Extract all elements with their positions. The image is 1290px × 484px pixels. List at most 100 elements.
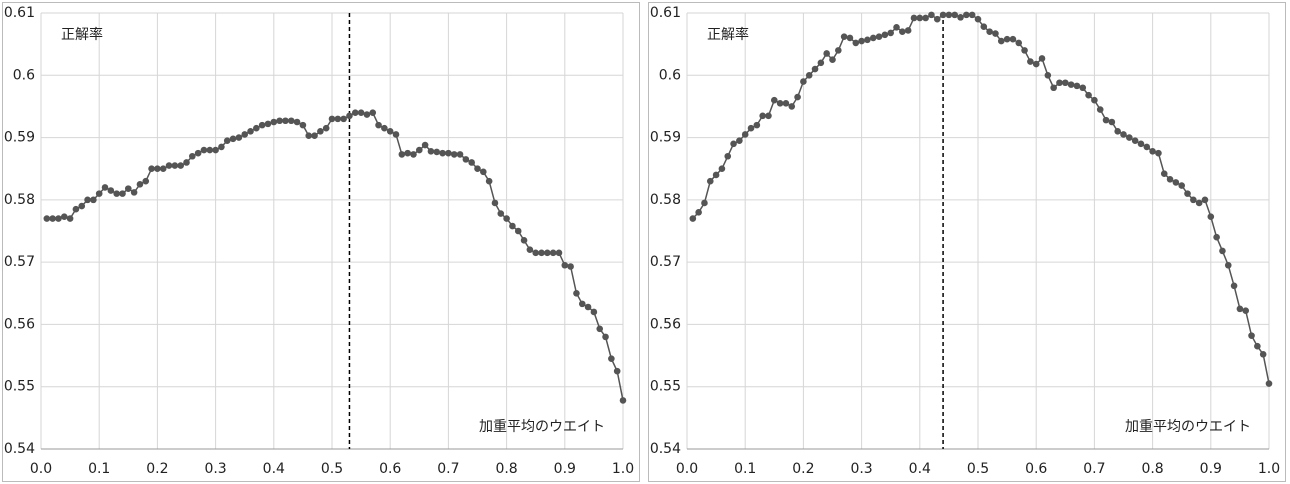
data-point	[101, 184, 109, 191]
data-point	[1137, 140, 1145, 148]
data-point	[514, 227, 522, 235]
data-point	[1062, 79, 1069, 87]
x-tick-label: 0.1	[734, 461, 756, 477]
data-point	[759, 112, 766, 120]
data-point	[1201, 196, 1209, 204]
x-tick-label: 0.3	[204, 461, 226, 477]
data-point	[1213, 233, 1220, 241]
y-tick-label: 0.56	[650, 316, 681, 332]
data-point	[776, 100, 784, 107]
data-point	[1172, 179, 1180, 186]
data-point	[852, 39, 860, 47]
data-point	[1265, 380, 1273, 387]
x-axis-label: 加重平均のウエイト	[1125, 419, 1251, 435]
data-point	[386, 128, 394, 135]
data-point	[270, 118, 278, 126]
data-point	[544, 249, 551, 257]
data-point	[1044, 71, 1052, 79]
y-tick-label: 0.58	[4, 192, 35, 208]
y-tick-label: 0.61	[4, 5, 35, 21]
data-point	[573, 289, 580, 297]
data-point	[1079, 84, 1087, 92]
data-point	[1009, 35, 1017, 43]
data-point	[503, 215, 510, 222]
x-tick-label: 0.2	[146, 461, 168, 477]
data-point	[893, 24, 900, 31]
x-tick-label: 0.4	[263, 461, 285, 477]
y-tick-label: 0.6	[659, 67, 681, 83]
data-point	[555, 249, 563, 257]
data-point	[317, 128, 324, 135]
data-point	[229, 135, 237, 143]
data-point	[899, 28, 906, 35]
data-point	[439, 149, 446, 157]
data-point	[951, 11, 959, 19]
data-point	[1224, 261, 1232, 269]
data-point	[159, 165, 167, 173]
data-point	[1056, 79, 1063, 87]
data-point	[1073, 82, 1081, 90]
data-point	[945, 11, 953, 19]
x-tick-label: 1.0	[1258, 461, 1280, 477]
data-point	[1038, 55, 1046, 62]
data-point	[910, 14, 918, 22]
data-point	[1102, 116, 1110, 124]
data-point	[206, 146, 214, 154]
data-point	[125, 185, 132, 192]
data-point	[881, 31, 889, 39]
data-point	[765, 112, 772, 120]
data-point	[392, 131, 400, 138]
data-point	[299, 121, 307, 129]
data-point	[328, 115, 336, 123]
data-point	[1085, 91, 1092, 99]
data-point	[875, 33, 883, 40]
data-point	[887, 29, 894, 37]
y-tick-label: 0.57	[4, 254, 35, 270]
y-tick-label: 0.58	[650, 192, 681, 208]
data-point	[992, 30, 999, 37]
data-point	[823, 50, 830, 57]
data-point	[1027, 58, 1034, 65]
data-point	[1254, 342, 1261, 350]
data-point	[724, 152, 732, 160]
data-point	[311, 132, 318, 140]
data-point	[223, 137, 231, 144]
data-point	[72, 205, 80, 213]
data-point	[1131, 137, 1139, 144]
x-tick-label: 0.5	[321, 461, 343, 477]
y-axis-label: 正解率	[61, 26, 103, 43]
data-point	[1184, 190, 1191, 197]
data-point	[1190, 196, 1197, 204]
data-point	[864, 36, 871, 44]
data-point	[200, 146, 208, 154]
data-point	[835, 47, 842, 54]
data-point	[276, 117, 283, 125]
data-point	[986, 28, 993, 35]
data-point	[136, 180, 144, 188]
data-point	[567, 263, 574, 270]
data-point	[1067, 81, 1075, 88]
data-point	[183, 159, 190, 166]
data-point	[997, 37, 1005, 45]
data-point	[1149, 147, 1156, 155]
x-tick-label: 0.0	[676, 461, 698, 477]
data-point	[963, 11, 970, 19]
data-point	[1021, 47, 1028, 54]
data-point	[1120, 131, 1127, 138]
x-tick-label: 0.0	[30, 461, 52, 477]
data-point	[450, 151, 458, 158]
data-point	[165, 162, 173, 169]
data-point	[282, 117, 289, 125]
data-point	[1236, 305, 1244, 313]
data-point	[90, 196, 97, 204]
x-tick-label: 0.9	[554, 461, 576, 477]
y-tick-label: 0.56	[4, 316, 35, 332]
data-point	[805, 71, 813, 79]
data-point	[154, 165, 161, 173]
data-point	[1032, 60, 1040, 68]
data-point	[305, 132, 313, 140]
data-point	[427, 147, 435, 155]
data-point	[43, 215, 51, 222]
data-point	[968, 11, 976, 19]
